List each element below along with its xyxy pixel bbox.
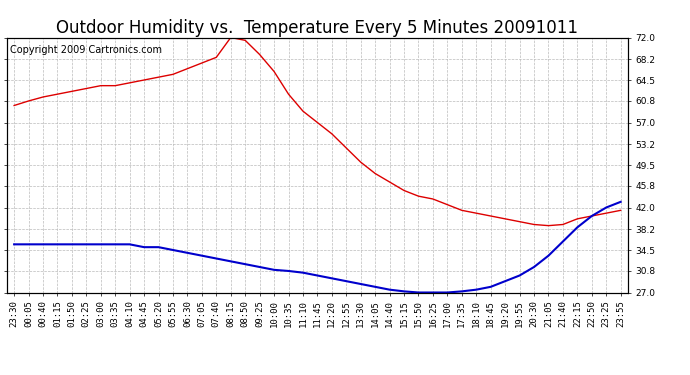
Text: Copyright 2009 Cartronics.com: Copyright 2009 Cartronics.com (10, 45, 162, 55)
Title: Outdoor Humidity vs.  Temperature Every 5 Minutes 20091011: Outdoor Humidity vs. Temperature Every 5… (57, 20, 578, 38)
